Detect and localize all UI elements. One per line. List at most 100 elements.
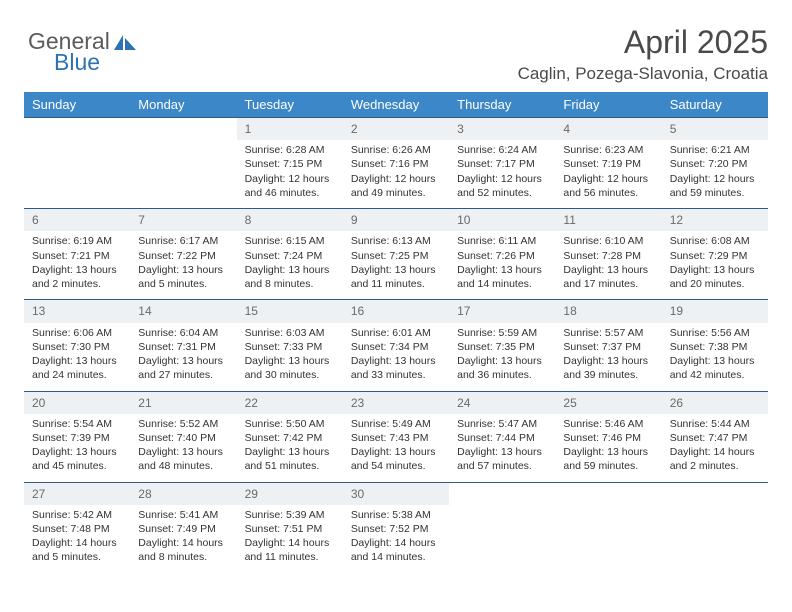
day-sunset: Sunset: 7:21 PM: [32, 249, 122, 263]
day-day1: Daylight: 12 hours: [245, 172, 335, 186]
day-day2: and 59 minutes.: [670, 186, 760, 200]
calendar-day-cell: 23Sunrise: 5:49 AMSunset: 7:43 PMDayligh…: [343, 391, 449, 482]
day-sunrise: Sunrise: 5:38 AM: [351, 508, 441, 522]
day-day2: and 20 minutes.: [670, 277, 760, 291]
day-body: Sunrise: 6:28 AMSunset: 7:15 PMDaylight:…: [237, 140, 343, 208]
calendar-day-cell: 27Sunrise: 5:42 AMSunset: 7:48 PMDayligh…: [24, 482, 130, 573]
day-number: 20: [24, 392, 130, 414]
day-day1: Daylight: 13 hours: [351, 263, 441, 277]
day-sunset: Sunset: 7:34 PM: [351, 340, 441, 354]
calendar-day-cell: 22Sunrise: 5:50 AMSunset: 7:42 PMDayligh…: [237, 391, 343, 482]
day-sunrise: Sunrise: 6:19 AM: [32, 234, 122, 248]
calendar-week-row: 13Sunrise: 6:06 AMSunset: 7:30 PMDayligh…: [24, 300, 768, 391]
calendar-day-cell: 14Sunrise: 6:04 AMSunset: 7:31 PMDayligh…: [130, 300, 236, 391]
day-sunrise: Sunrise: 6:08 AM: [670, 234, 760, 248]
day-day2: and 36 minutes.: [457, 368, 547, 382]
day-sunset: Sunset: 7:30 PM: [32, 340, 122, 354]
day-number: 9: [343, 209, 449, 231]
calendar-week-row: 20Sunrise: 5:54 AMSunset: 7:39 PMDayligh…: [24, 391, 768, 482]
day-number: 4: [555, 118, 661, 140]
day-body: Sunrise: 6:13 AMSunset: 7:25 PMDaylight:…: [343, 231, 449, 299]
day-sunrise: Sunrise: 6:06 AM: [32, 326, 122, 340]
day-number: 7: [130, 209, 236, 231]
day-sunset: Sunset: 7:52 PM: [351, 522, 441, 536]
calendar-day-cell: 8Sunrise: 6:15 AMSunset: 7:24 PMDaylight…: [237, 209, 343, 300]
day-sunrise: Sunrise: 5:39 AM: [245, 508, 335, 522]
day-day1: Daylight: 13 hours: [138, 354, 228, 368]
day-day2: and 14 minutes.: [457, 277, 547, 291]
day-sunrise: Sunrise: 6:26 AM: [351, 143, 441, 157]
day-sunrise: Sunrise: 6:13 AM: [351, 234, 441, 248]
day-number: 21: [130, 392, 236, 414]
dayname-tue: Tuesday: [237, 92, 343, 118]
day-day1: Daylight: 14 hours: [351, 536, 441, 550]
calendar-week-row: 27Sunrise: 5:42 AMSunset: 7:48 PMDayligh…: [24, 482, 768, 573]
day-sunset: Sunset: 7:28 PM: [563, 249, 653, 263]
day-sunrise: Sunrise: 6:04 AM: [138, 326, 228, 340]
day-sunset: Sunset: 7:25 PM: [351, 249, 441, 263]
day-day1: Daylight: 12 hours: [563, 172, 653, 186]
day-sunset: Sunset: 7:37 PM: [563, 340, 653, 354]
calendar-day-cell: 6Sunrise: 6:19 AMSunset: 7:21 PMDaylight…: [24, 209, 130, 300]
day-body: Sunrise: 5:59 AMSunset: 7:35 PMDaylight:…: [449, 323, 555, 391]
day-day2: and 56 minutes.: [563, 186, 653, 200]
day-number: 13: [24, 300, 130, 322]
day-day1: Daylight: 13 hours: [245, 445, 335, 459]
day-number: 5: [662, 118, 768, 140]
day-number: 19: [662, 300, 768, 322]
day-day1: Daylight: 13 hours: [138, 445, 228, 459]
day-sunset: Sunset: 7:39 PM: [32, 431, 122, 445]
day-day2: and 33 minutes.: [351, 368, 441, 382]
calendar-day-cell: [555, 482, 661, 573]
calendar-day-cell: 11Sunrise: 6:10 AMSunset: 7:28 PMDayligh…: [555, 209, 661, 300]
day-sunset: Sunset: 7:44 PM: [457, 431, 547, 445]
day-number: 11: [555, 209, 661, 231]
dayname-wed: Wednesday: [343, 92, 449, 118]
day-sunset: Sunset: 7:16 PM: [351, 157, 441, 171]
day-body: Sunrise: 5:54 AMSunset: 7:39 PMDaylight:…: [24, 414, 130, 482]
day-number: 22: [237, 392, 343, 414]
day-body: Sunrise: 5:47 AMSunset: 7:44 PMDaylight:…: [449, 414, 555, 482]
day-sunrise: Sunrise: 5:57 AM: [563, 326, 653, 340]
day-sunrise: Sunrise: 6:11 AM: [457, 234, 547, 248]
day-sunset: Sunset: 7:29 PM: [670, 249, 760, 263]
day-day1: Daylight: 13 hours: [563, 445, 653, 459]
day-sunset: Sunset: 7:19 PM: [563, 157, 653, 171]
day-body: Sunrise: 5:39 AMSunset: 7:51 PMDaylight:…: [237, 505, 343, 573]
day-body: Sunrise: 6:15 AMSunset: 7:24 PMDaylight:…: [237, 231, 343, 299]
day-day2: and 59 minutes.: [563, 459, 653, 473]
day-day2: and 30 minutes.: [245, 368, 335, 382]
calendar-day-cell: 3Sunrise: 6:24 AMSunset: 7:17 PMDaylight…: [449, 118, 555, 209]
day-sunset: Sunset: 7:26 PM: [457, 249, 547, 263]
day-number: 12: [662, 209, 768, 231]
calendar-day-cell: 29Sunrise: 5:39 AMSunset: 7:51 PMDayligh…: [237, 482, 343, 573]
day-sunset: Sunset: 7:49 PM: [138, 522, 228, 536]
logo-word-blue: Blue: [54, 49, 100, 76]
calendar-day-cell: [662, 482, 768, 573]
calendar-day-cell: 5Sunrise: 6:21 AMSunset: 7:20 PMDaylight…: [662, 118, 768, 209]
calendar-day-cell: 12Sunrise: 6:08 AMSunset: 7:29 PMDayligh…: [662, 209, 768, 300]
day-sunset: Sunset: 7:43 PM: [351, 431, 441, 445]
day-day2: and 54 minutes.: [351, 459, 441, 473]
day-number: 3: [449, 118, 555, 140]
day-sunrise: Sunrise: 6:21 AM: [670, 143, 760, 157]
day-number: 24: [449, 392, 555, 414]
day-sunrise: Sunrise: 5:44 AM: [670, 417, 760, 431]
calendar-header-row: Sunday Monday Tuesday Wednesday Thursday…: [24, 92, 768, 118]
day-body: Sunrise: 5:56 AMSunset: 7:38 PMDaylight:…: [662, 323, 768, 391]
day-body: Sunrise: 6:06 AMSunset: 7:30 PMDaylight:…: [24, 323, 130, 391]
day-number: 30: [343, 483, 449, 505]
day-day2: and 5 minutes.: [32, 550, 122, 564]
day-day2: and 51 minutes.: [245, 459, 335, 473]
day-number: 23: [343, 392, 449, 414]
day-body: Sunrise: 5:50 AMSunset: 7:42 PMDaylight:…: [237, 414, 343, 482]
day-sunset: Sunset: 7:48 PM: [32, 522, 122, 536]
day-day1: Daylight: 14 hours: [32, 536, 122, 550]
calendar-day-cell: [449, 482, 555, 573]
day-day1: Daylight: 13 hours: [351, 445, 441, 459]
day-day1: Daylight: 14 hours: [138, 536, 228, 550]
calendar-day-cell: 28Sunrise: 5:41 AMSunset: 7:49 PMDayligh…: [130, 482, 236, 573]
day-day1: Daylight: 13 hours: [563, 263, 653, 277]
calendar-day-cell: 13Sunrise: 6:06 AMSunset: 7:30 PMDayligh…: [24, 300, 130, 391]
day-day1: Daylight: 13 hours: [457, 354, 547, 368]
